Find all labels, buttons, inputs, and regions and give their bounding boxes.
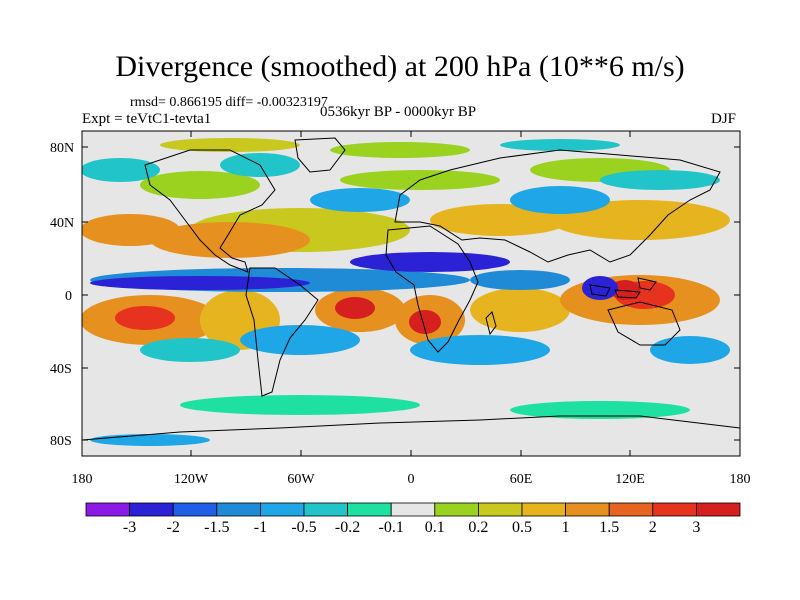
x-axis-labels: 180 120W 60W 0 60E 120E 180 bbox=[72, 472, 751, 487]
colorbar-swatch bbox=[565, 502, 610, 517]
colorbar-swatch bbox=[521, 502, 566, 517]
colorbar-label: 3 bbox=[692, 519, 700, 536]
coastlines bbox=[82, 137, 740, 441]
colorbar-swatch bbox=[172, 502, 218, 517]
colorbar-swatch bbox=[259, 502, 305, 517]
greenland-coast bbox=[294, 137, 346, 173]
y-tick-label: 80N bbox=[50, 141, 74, 156]
y-axis-labels: 80N 40N 0 40S 80S bbox=[50, 141, 74, 449]
colorbar-label: -0.5 bbox=[291, 519, 316, 536]
colorbar-swatch bbox=[608, 502, 654, 517]
x-tick-label: 120W bbox=[174, 472, 209, 487]
colorbar-swatch bbox=[696, 502, 741, 517]
north-america-coast bbox=[144, 149, 276, 273]
colorbar-swatch bbox=[477, 502, 523, 517]
x-tick-label: 60E bbox=[510, 472, 533, 487]
plot-title: Divergence (smoothed) at 200 hPa (10**6 … bbox=[115, 50, 685, 83]
x-tick-label: 60W bbox=[287, 472, 315, 487]
x-tick-label: 0 bbox=[408, 472, 415, 487]
colorbar-label: -0.2 bbox=[335, 519, 360, 536]
colorbar-label: -2 bbox=[167, 519, 180, 536]
x-tick-label: 120E bbox=[615, 472, 645, 487]
colorbar-swatch bbox=[652, 502, 697, 517]
colorbar-swatch bbox=[85, 502, 130, 517]
colorbar-swatch bbox=[303, 502, 348, 517]
y-tick-label: 80S bbox=[50, 434, 72, 449]
colorbar-swatch bbox=[216, 502, 261, 517]
y-tick-label: 40N bbox=[50, 216, 74, 231]
colorbar-swatch bbox=[129, 502, 174, 517]
africa-coast bbox=[385, 225, 479, 353]
colorbar-label: -0.1 bbox=[379, 519, 404, 536]
colorbar-swatch bbox=[390, 502, 436, 517]
rmsd-diff-stats: rmsd= 0.866195 diff= -0.00323197 bbox=[130, 95, 328, 110]
colorbar-label: 2 bbox=[649, 519, 657, 536]
colorbar-swatch bbox=[347, 502, 392, 517]
x-tick-label: 180 bbox=[730, 472, 751, 487]
colorbar: -3 -2 -1.5 -1 -0.5 -0.2 -0.1 0.1 0.2 0.5 1 1.5 2 3 bbox=[85, 502, 741, 536]
antarctica-coast bbox=[82, 415, 740, 441]
colorbar-label: -1 bbox=[254, 519, 267, 536]
x-tick-label: 180 bbox=[72, 472, 93, 487]
south-america-coast bbox=[245, 267, 319, 397]
eurasia-coast bbox=[394, 149, 721, 263]
colorbar-label: 1.5 bbox=[599, 519, 619, 536]
y-tick-label: 0 bbox=[65, 289, 72, 304]
colorbar-label: -1.5 bbox=[204, 519, 229, 536]
maritime-continent-coast bbox=[589, 277, 657, 299]
colorbar-label: -3 bbox=[123, 519, 136, 536]
colorbar-label: 0.2 bbox=[468, 519, 488, 536]
colorbar-label: 1 bbox=[562, 519, 570, 536]
period-label: 0536kyr BP - 0000kyr BP bbox=[320, 104, 477, 120]
season-label: DJF bbox=[711, 111, 737, 127]
colorbar-label: 0.5 bbox=[512, 519, 532, 536]
axis-ticks bbox=[81, 131, 741, 456]
experiment-label: Expt = teVtC1-tevta1 bbox=[82, 111, 212, 127]
australia-coast bbox=[607, 301, 681, 346]
map-panel bbox=[82, 131, 740, 456]
colorbar-swatch bbox=[434, 502, 479, 517]
madagascar-coast bbox=[485, 311, 497, 336]
colorbar-label: 0.1 bbox=[425, 519, 445, 536]
y-tick-label: 40S bbox=[50, 362, 72, 377]
